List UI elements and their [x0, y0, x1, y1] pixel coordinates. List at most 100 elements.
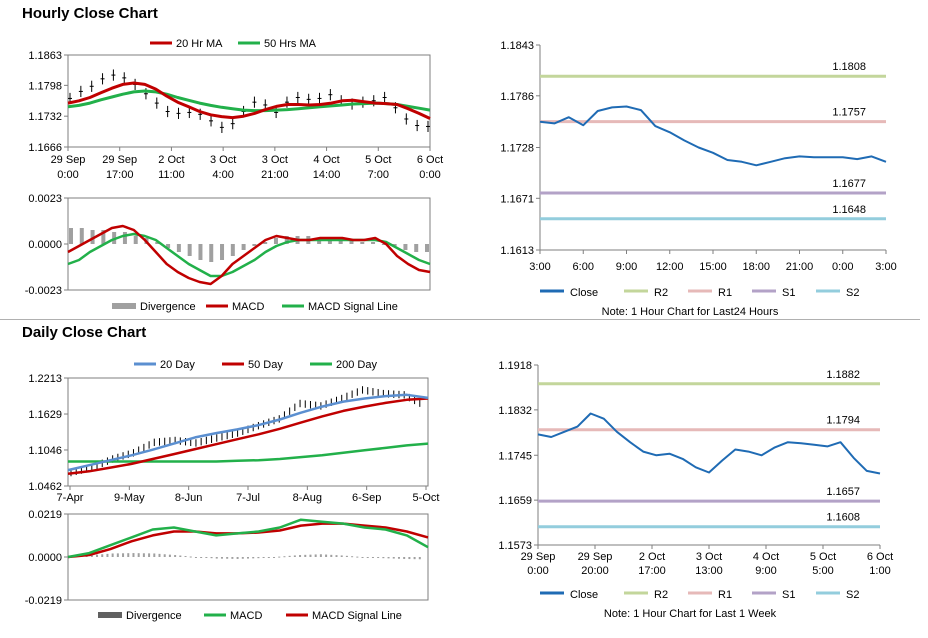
daily-divergence-bar [236, 557, 239, 559]
hourly-macd-legend-macd-label: MACD [232, 301, 264, 313]
daily-price-x-tick-label: 7-Apr [57, 492, 84, 504]
hourly-divergence-bar [392, 244, 397, 246]
daily-price-y-tick-label: 1.0462 [28, 481, 62, 493]
hourly-price-y-tick-label: 1.1798 [28, 80, 62, 92]
daily-close-close-line [537, 412, 881, 475]
daily-close-legend-r2-label: R2 [654, 589, 668, 601]
daily-close-x-tick-label: 13:00 [695, 565, 723, 577]
hourly-divergence-bar [176, 244, 181, 252]
hourly-divergence-bar [166, 244, 171, 248]
hourly-divergence-bar [273, 238, 278, 244]
hourly-divergence-bar [252, 244, 257, 246]
daily-close-level-label: 1.1657 [826, 486, 860, 498]
hourly-section-title: Hourly Close Chart [22, 5, 158, 22]
hourly-price-x-tick-label: 11:00 [158, 169, 185, 181]
hourly-price-x-tick-label: 5 Oct [365, 154, 391, 166]
daily-divergence-bar [403, 557, 406, 559]
hourly-macd-y-tick-label: 0.0023 [28, 193, 62, 205]
daily-divergence-bar [278, 556, 281, 558]
daily-legend-ma20-label: 20 Day [160, 359, 195, 371]
hourly-price-x-tick-label: 0:00 [57, 169, 78, 181]
daily-price-x-tick-label: 6-Sep [352, 492, 381, 504]
daily-divergence-bar [366, 557, 369, 558]
hourly-macd-legend-divergence-swatch [112, 303, 136, 309]
hourly-divergence-bar [198, 244, 203, 260]
hourly-close-x-tick-label: 0:00 [832, 261, 853, 273]
hourly-close-legend-r2-label: R2 [654, 287, 668, 299]
daily-divergence-bar [158, 553, 161, 557]
daily-divergence-bar [168, 554, 171, 557]
daily-price-x-tick-label: 8-Jun [175, 492, 203, 504]
hourly-price-x-tick-label: 0:00 [419, 169, 440, 181]
daily-macd-legend-macd-label: MACD [230, 610, 262, 622]
hourly-close-legend-close-label: Close [570, 287, 598, 299]
daily-divergence-bar [319, 554, 322, 557]
daily-divergence-bar [293, 555, 296, 557]
hourly-divergence-bar [371, 242, 376, 244]
daily-divergence-bar [90, 555, 93, 557]
hourly-divergence-bar [263, 242, 268, 244]
hourly-divergence-bar [349, 240, 354, 244]
hourly-macd-legend-signal-label: MACD Signal Line [308, 301, 398, 313]
hourly-close-y-tick-label: 1.1843 [500, 40, 534, 52]
hourly-macd-y-tick-label: -0.0023 [25, 285, 62, 297]
daily-divergence-bar [241, 557, 244, 559]
daily-close-x-tick-label: 29 Sep [578, 551, 613, 563]
hourly-close-x-tick-label: 3:00 [529, 261, 550, 273]
daily-ma200-line [68, 442, 429, 463]
daily-legend-ma200-label: 200 Day [336, 359, 377, 371]
hourly-price-x-tick-label: 2 Oct [158, 154, 184, 166]
daily-divergence-bar [356, 556, 359, 558]
daily-divergence-bar [101, 554, 104, 557]
daily-divergence-bar [314, 554, 317, 557]
daily-divergence-bar [189, 556, 192, 558]
hourly-price-y-tick-label: 1.1732 [28, 111, 62, 123]
daily-close-legend-r1-label: R1 [718, 589, 732, 601]
hourly-macd-signal-line [67, 232, 431, 278]
daily-close-note: Note: 1 Hour Chart for Last 1 Week [604, 608, 777, 620]
daily-close-x-tick-label: 9:00 [755, 565, 776, 577]
daily-price-y-tick-label: 1.2213 [28, 373, 62, 385]
daily-divergence-bar [361, 557, 364, 558]
hourly-divergence-bar [220, 244, 225, 260]
daily-close-legend-s1-label: S1 [782, 589, 795, 601]
daily-divergence-bar [137, 553, 140, 557]
daily-divergence-bar [106, 553, 109, 557]
hourly-macd-line [67, 224, 431, 286]
daily-divergence-bar [387, 557, 390, 559]
daily-divergence-bar [309, 554, 312, 557]
daily-divergence-bar [205, 557, 208, 558]
hourly-divergence-bar [122, 232, 127, 244]
daily-macd-legend-divergence-label: Divergence [126, 610, 182, 622]
daily-divergence-bar [267, 557, 270, 558]
daily-close-y-tick-label: 1.1659 [498, 495, 532, 507]
daily-close-y-tick-label: 1.1745 [498, 450, 532, 462]
hourly-close-level-label: 1.1808 [832, 61, 866, 73]
hourly-divergence-bar [101, 230, 106, 244]
hourly-price-x-tick-label: 4 Oct [313, 154, 339, 166]
daily-divergence-bar [288, 555, 291, 557]
daily-divergence-bar [215, 557, 218, 559]
daily-divergence-bar [273, 557, 276, 558]
daily-divergence-bar [283, 556, 286, 558]
daily-divergence-bar [382, 557, 385, 559]
hourly-price-x-tick-label: 14:00 [313, 169, 341, 181]
hourly-close-x-tick-label: 6:00 [573, 261, 594, 273]
hourly-divergence-bar [187, 244, 192, 256]
hourly-divergence-bar [403, 244, 408, 250]
hourly-close-level-label: 1.1648 [832, 204, 866, 216]
daily-divergence-bar [231, 557, 234, 559]
hourly-close-y-tick-label: 1.1786 [500, 91, 534, 103]
hourly-close-x-tick-label: 9:00 [616, 261, 637, 273]
daily-macd-line [67, 518, 429, 559]
daily-divergence-bar [184, 556, 187, 558]
daily-divergence-bar [194, 557, 197, 558]
daily-divergence-bar [116, 553, 119, 557]
daily-divergence-bar [345, 555, 348, 557]
hourly-price-x-tick-label: 29 Sep [102, 154, 137, 166]
daily-ma50-line [67, 397, 429, 476]
hourly-divergence-bar [133, 236, 138, 244]
daily-divergence-bar [304, 554, 307, 557]
daily-divergence-bar [220, 557, 223, 559]
hourly-close-level-label: 1.1677 [832, 178, 866, 190]
